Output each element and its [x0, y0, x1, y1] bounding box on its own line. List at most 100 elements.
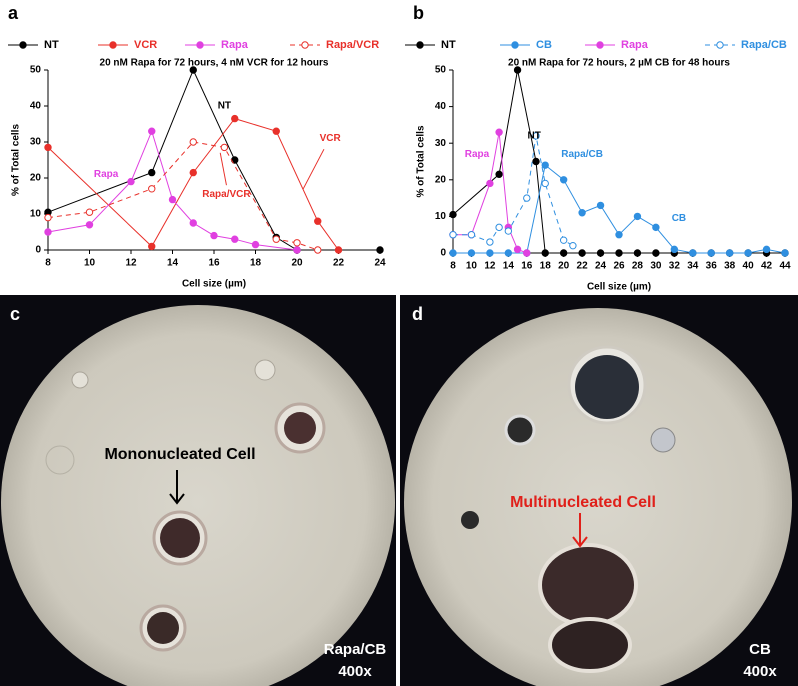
annotation: Rapa [465, 149, 490, 160]
image-caption: Rapa/CB [324, 641, 387, 658]
legend-marker [511, 41, 519, 49]
x-tick-label: 36 [706, 261, 718, 272]
data-point [272, 127, 280, 135]
x-tick-label: 24 [374, 258, 386, 269]
panel-label: a [8, 3, 19, 23]
data-point [314, 217, 322, 225]
x-tick-label: 42 [761, 261, 773, 272]
y-tick-label: 20 [435, 174, 447, 185]
legend-marker [416, 41, 424, 49]
x-tick-label: 14 [503, 261, 515, 272]
legend-label: Rapa [621, 39, 649, 51]
data-point [633, 249, 642, 257]
x-tick-label: 16 [208, 258, 220, 269]
data-point [220, 143, 229, 152]
data-point [744, 249, 752, 257]
x-tick-label: 14 [167, 258, 179, 269]
x-tick-label: 40 [743, 261, 755, 272]
micrograph-d [400, 295, 798, 686]
data-point [615, 231, 623, 239]
cell-label: Multinucleated Cell [510, 494, 656, 511]
x-tick-label: 26 [613, 261, 625, 272]
legend-label: Rapa/CB [741, 39, 787, 51]
data-point [578, 209, 586, 217]
data-point [449, 210, 457, 219]
data-point [376, 246, 384, 254]
data-point [189, 66, 197, 74]
data-point [633, 212, 642, 221]
x-tick-label: 24 [595, 261, 607, 272]
x-axis-label: Cell size (µm) [182, 279, 246, 290]
data-point [467, 231, 476, 239]
data-point [44, 213, 52, 222]
y-tick-label: 10 [435, 211, 447, 222]
data-point [781, 249, 789, 257]
y-tick-label: 20 [30, 173, 42, 184]
x-tick-label: 30 [650, 261, 662, 272]
data-point [486, 249, 494, 257]
data-point [596, 201, 605, 210]
y-tick-label: 50 [435, 65, 447, 76]
x-tick-label: 10 [466, 261, 478, 272]
data-point [513, 245, 522, 254]
y-tick-label: 30 [30, 137, 42, 148]
data-point [148, 185, 156, 193]
data-point [189, 219, 197, 227]
image-caption: 400x [338, 663, 372, 680]
data-point [541, 179, 549, 188]
legend-marker [716, 41, 724, 49]
annotation: VCR [320, 133, 342, 144]
series-line [47, 129, 298, 251]
data-point [559, 176, 568, 184]
data-point [596, 249, 605, 257]
series-line [453, 135, 574, 247]
panel-label: d [412, 304, 423, 324]
x-tick-label: 20 [291, 258, 303, 269]
y-tick-label: 40 [30, 101, 42, 112]
legend-label: NT [44, 39, 59, 51]
legend-label: NT [441, 39, 456, 51]
series-line [47, 68, 380, 251]
data-point [314, 246, 322, 254]
y-tick-label: 0 [440, 248, 446, 259]
data-point [559, 249, 568, 257]
x-tick-label: 16 [521, 261, 533, 272]
x-tick-label: 32 [669, 261, 681, 272]
data-point [762, 245, 771, 254]
y-tick-label: 10 [30, 209, 42, 220]
data-point [707, 249, 715, 257]
chart-title: 20 nM Rapa for 72 hours, 4 nM VCR for 12… [100, 58, 329, 69]
data-point [293, 246, 301, 254]
x-axis-label: Cell size (µm) [587, 282, 651, 293]
annotation: Rapa [94, 169, 119, 180]
x-tick-label: 12 [125, 258, 137, 269]
x-tick-label: 38 [724, 261, 736, 272]
legend-marker [301, 41, 309, 49]
data-point [523, 249, 531, 257]
data-point [513, 66, 522, 74]
y-axis-label: % of Total cells [11, 124, 22, 196]
panel-label: c [10, 304, 20, 324]
x-tick-label: 8 [450, 261, 456, 272]
data-point [689, 249, 697, 257]
data-point [168, 195, 177, 204]
annotation: NT [527, 131, 540, 142]
data-point [495, 170, 503, 179]
chart-title: 20 nM Rapa for 72 hours, 2 µM CB for 48 … [508, 58, 730, 69]
data-point [615, 249, 623, 257]
cell-label: Mononucleated Cell [104, 446, 255, 463]
y-tick-label: 50 [30, 65, 42, 76]
data-point [148, 127, 156, 135]
annotation: Rapa/VCR [202, 189, 251, 200]
data-point [569, 241, 577, 250]
y-tick-label: 0 [35, 245, 41, 256]
data-point [334, 246, 343, 254]
series-line [453, 164, 786, 254]
data-point [541, 161, 549, 169]
x-tick-label: 12 [484, 261, 496, 272]
data-point [504, 249, 513, 257]
data-point [251, 240, 260, 249]
annotation: NT [218, 101, 231, 112]
legend-marker [596, 41, 604, 49]
data-point [504, 227, 513, 235]
